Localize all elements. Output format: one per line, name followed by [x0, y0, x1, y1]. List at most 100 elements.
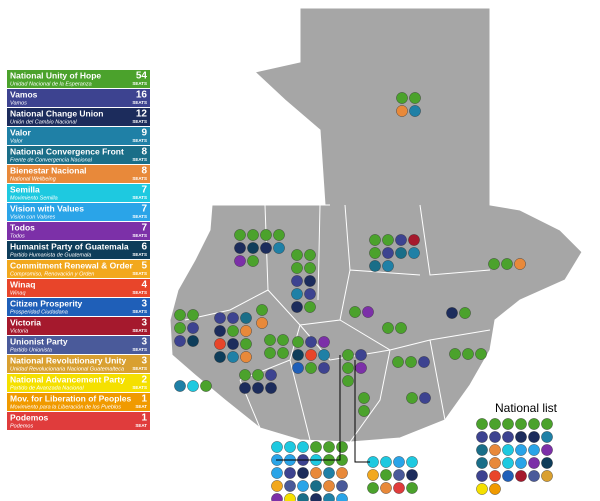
- seat-unit: SEATS: [132, 271, 147, 276]
- seat-dot: [541, 457, 553, 469]
- seat-dot: [406, 482, 418, 494]
- seat-dot: [310, 467, 322, 479]
- party-name: National Revolutionary Unity: [10, 355, 126, 365]
- legend-box: [7, 355, 150, 373]
- party-name: Podemos: [10, 412, 49, 422]
- seat-dot: [502, 431, 514, 443]
- seat-dot: [187, 380, 199, 392]
- seat-dot: [304, 275, 316, 287]
- seat-unit: SEATS: [132, 347, 147, 352]
- country: [169, 7, 583, 443]
- legend-box: [7, 374, 150, 392]
- seat-dot: [358, 405, 370, 417]
- seat-dot: [227, 325, 239, 337]
- legend-box: [7, 279, 150, 297]
- seat-dot: [489, 431, 501, 443]
- party-subtitle: Partido de Avanzada Nacional: [10, 385, 84, 391]
- seat-dot: [515, 418, 527, 430]
- seat-dot: [476, 457, 488, 469]
- legend-box: [7, 222, 150, 240]
- seat-dot: [273, 242, 285, 254]
- seat-dot: [200, 380, 212, 392]
- legend-box: [7, 241, 150, 259]
- seat-unit: SEAT: [135, 423, 147, 428]
- seat-dot: [395, 247, 407, 259]
- seat-dot: [292, 336, 304, 348]
- seat-dot: [336, 480, 348, 492]
- seat-dot: [395, 322, 407, 334]
- seat-dot: [284, 467, 296, 479]
- seat-dot: [256, 317, 268, 329]
- seat-dot: [409, 105, 421, 117]
- seat-dot: [446, 307, 458, 319]
- party-subtitle: Visión con Valores: [10, 214, 55, 220]
- party-name: Vision with Values: [10, 203, 84, 213]
- seat-dot: [260, 242, 272, 254]
- party-subtitle: Winaq: [10, 290, 26, 296]
- seat-dot: [408, 234, 420, 246]
- seat-dot: [501, 258, 513, 270]
- seat-dot: [227, 312, 239, 324]
- seat-dot: [418, 356, 430, 368]
- party-name: Commitment Renewal & Order: [10, 260, 133, 270]
- party-subtitle: Valor: [10, 138, 24, 144]
- seat-dot: [234, 229, 246, 241]
- seat-count: 3: [141, 356, 147, 367]
- seat-dot: [240, 312, 252, 324]
- seat-unit: SEATS: [132, 100, 147, 105]
- seat-dot: [240, 325, 252, 337]
- seat-dot: [393, 456, 405, 468]
- seat-count: 9: [141, 128, 147, 139]
- seat-dot: [489, 483, 501, 495]
- seat-dot: [291, 262, 303, 274]
- seat-dot: [234, 242, 246, 254]
- seat-dot: [380, 469, 392, 481]
- seat-dot: [264, 334, 276, 346]
- seat-dot: [393, 469, 405, 481]
- party-name: National Convergence Front: [10, 146, 124, 156]
- seat-dot: [323, 493, 335, 501]
- seat-dot: [214, 325, 226, 337]
- seat-dot: [271, 480, 283, 492]
- party-subtitle: Movimiento para la Liberación de los Pue…: [10, 404, 121, 410]
- party-subtitle: Frente de Convergencia Nacional: [10, 157, 93, 163]
- party-name: Vamos: [10, 89, 38, 99]
- seat-count: 8: [141, 166, 147, 177]
- seat-dot: [187, 335, 199, 347]
- seat-count: 1: [141, 394, 147, 405]
- seat-dot: [305, 336, 317, 348]
- national-list-label: National list: [495, 401, 558, 415]
- party-name: Winaq: [10, 279, 35, 289]
- seat-count: 54: [136, 71, 148, 82]
- seat-dot: [396, 92, 408, 104]
- seat-dot: [304, 288, 316, 300]
- seat-dot: [174, 309, 186, 321]
- seat-count: 5: [141, 261, 147, 272]
- seat-dot: [271, 493, 283, 501]
- seat-count: 3: [141, 318, 147, 329]
- seat-dot: [380, 482, 392, 494]
- seat-dot: [514, 258, 526, 270]
- seat-dot: [304, 262, 316, 274]
- party-subtitle: Unión del Cambio Nacional: [10, 119, 77, 125]
- seat-dot: [462, 348, 474, 360]
- seat-dot: [336, 441, 348, 453]
- seat-dot: [476, 431, 488, 443]
- seat-dot: [367, 482, 379, 494]
- seat-dot: [515, 457, 527, 469]
- seat-dot: [406, 392, 418, 404]
- seat-dot: [240, 338, 252, 350]
- party-name: Victoria: [10, 317, 41, 327]
- seat-dot: [355, 362, 367, 374]
- seat-dot: [476, 444, 488, 456]
- seat-count: 7: [141, 204, 147, 215]
- party-subtitle: Movimiento Semilla: [10, 195, 58, 201]
- party-subtitle: Victoria: [10, 328, 28, 334]
- party-name: Citizen Prosperity: [10, 298, 83, 308]
- seat-count: 7: [141, 185, 147, 196]
- seat-dot: [489, 457, 501, 469]
- seat-dot: [187, 322, 199, 334]
- seat-dot: [528, 431, 540, 443]
- party-name: Unionist Party: [10, 336, 68, 346]
